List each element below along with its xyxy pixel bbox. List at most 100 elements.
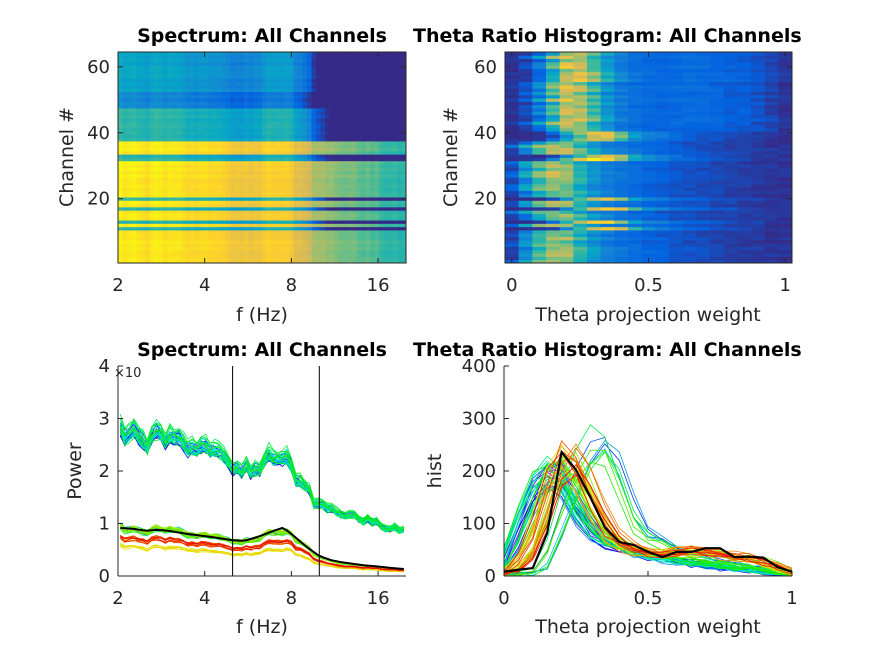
spectrum-heatmap-cell — [316, 226, 321, 231]
spectrum-heatmap-cell — [262, 256, 267, 261]
spectrum-heatmap-cell — [185, 121, 191, 125]
spectrum-heatmap-cell — [226, 154, 231, 158]
histogram-heatmap-cell — [710, 210, 725, 214]
histogram-heatmap-cell — [751, 239, 766, 244]
histogram-heatmap-cell — [669, 134, 684, 139]
spectrum-heatmap-cell — [257, 164, 263, 168]
spectrum-heatmap-cell — [212, 220, 218, 224]
spectrum-heatmap-cell — [149, 167, 155, 172]
spectrum-heatmap-cell — [298, 183, 303, 188]
spectrum-heatmap-cell — [226, 259, 231, 264]
histogram-heatmap-cell — [669, 239, 684, 244]
spectrum-heatmap-cell — [248, 226, 254, 231]
spectrum-heatmap-cell — [185, 190, 191, 195]
spectrum-heatmap-cell — [248, 190, 254, 195]
spectrum-heatmap-cell — [190, 164, 195, 168]
spectrum-heatmap-cell — [131, 94, 137, 99]
spectrum-heatmap-cell — [311, 167, 317, 172]
spectrum-heatmap-cell — [167, 58, 173, 63]
spectrum-heatmap-cell — [163, 84, 168, 89]
spectrum-heatmap-cell — [212, 121, 218, 125]
spectrum-heatmap-cell — [217, 114, 222, 119]
spectrum-heatmap-cell — [311, 65, 317, 69]
spectrum-heatmap-cell — [149, 65, 155, 69]
spectrum-heatmap-cell — [379, 134, 384, 139]
spectrum-heatmap-cell — [244, 210, 249, 214]
histogram-heatmap-cell — [600, 236, 615, 241]
spectrum-heatmap-cell — [365, 137, 371, 142]
spectrum-heatmap-cell — [271, 223, 276, 228]
spectrum-heatmap-cell — [374, 183, 380, 188]
histogram-heatmap-cell — [614, 180, 629, 185]
spectrum-heatmap-cell — [352, 78, 357, 83]
histogram-heatmap-cell — [641, 150, 656, 155]
histogram-heatmap-cell — [737, 230, 752, 234]
histogram-heatmap-cell — [710, 226, 725, 231]
spectrum-heatmap-cell — [361, 216, 366, 221]
spectrum-heatmap-cell — [158, 91, 164, 96]
spectrum-heatmap-cell — [343, 193, 348, 198]
spectrum-heatmap-cell — [334, 131, 339, 135]
spectrum-heatmap-cell — [158, 230, 164, 234]
histogram-heatmap-cell — [696, 160, 711, 165]
spectrum-heatmap-cell — [230, 170, 236, 175]
spectrum-heatmap-cell — [397, 206, 402, 211]
spectrum-heatmap-cell — [122, 157, 128, 162]
spectrum-heatmap-cell — [203, 84, 209, 89]
histogram-heatmap-cell — [655, 193, 670, 198]
spectrum-heatmap-cell — [397, 141, 402, 145]
spectrum-heatmap-cell — [217, 256, 222, 261]
spectrum-heatmap-cell — [365, 75, 371, 79]
spectrum-heatmap-cell — [203, 144, 209, 149]
spectrum-heatmap-cell — [289, 239, 294, 244]
spectrum-heatmap-cell — [401, 88, 407, 92]
spectrum-heatmap-cell — [334, 81, 339, 86]
spectrum-heatmap-cell — [158, 249, 164, 254]
spectrum-heatmap-cell — [280, 243, 285, 247]
spectrum-heatmap-cell — [172, 52, 177, 56]
spectrum-heatmap-cell — [329, 141, 335, 145]
histogram-heatmap-cell — [614, 187, 629, 191]
histogram-heatmap-cell — [737, 203, 752, 208]
spectrum-heatmap-cell — [235, 200, 240, 205]
histogram-heatmap-cell — [751, 147, 766, 152]
histogram-heatmap-cell — [600, 187, 615, 191]
spectrum-heatmap-cell — [140, 71, 146, 76]
spectrum-heatmap-cell — [230, 213, 236, 218]
histogram-heatmap-cell — [546, 206, 561, 211]
histogram-heatmap-cell — [723, 226, 738, 231]
spectrum-heatmap-cell — [145, 197, 150, 201]
spectrum-heatmap-cell — [154, 233, 159, 238]
histogram-heatmap-cell — [573, 187, 588, 191]
spectrum-heatmap-cell — [149, 236, 155, 241]
spectrum-heatmap-cell — [239, 170, 245, 175]
spectrum-heatmap-cell — [338, 108, 344, 112]
histogram-heatmap-cell — [600, 249, 615, 254]
histogram-heatmap-cell — [723, 147, 738, 152]
spectrum-heatmap-cell — [190, 180, 195, 185]
spectrum-heatmap-cell — [149, 197, 155, 201]
spectrum-heatmap-cell — [356, 58, 362, 63]
histogram-heatmap-cell — [655, 180, 670, 185]
spectrum-heatmap-cell — [167, 55, 173, 59]
spectrum-heatmap-cell — [311, 210, 317, 214]
spectrum-heatmap-cell — [370, 121, 375, 125]
spectrum-heatmap-cell — [302, 101, 308, 106]
spectrum-heatmap-cell — [176, 259, 182, 264]
spectrum-heatmap-cell — [334, 223, 339, 228]
spectrum-heatmap-cell — [181, 91, 186, 96]
spectrum-heatmap-cell — [320, 75, 326, 79]
spectrum-heatmap-cell — [167, 183, 173, 188]
spectrum-heatmap-cell — [244, 243, 249, 247]
spectrum-heatmap-cell — [203, 187, 209, 191]
spectrum-heatmap-cell — [352, 84, 357, 89]
spectrum-heatmap-cell — [136, 141, 141, 145]
spectrum-heatmap-cell — [379, 84, 384, 89]
spectrum-heatmap-cell — [379, 164, 384, 168]
spectrum-heatmap-cell — [293, 210, 299, 214]
spectrum-heatmap-cell — [356, 141, 362, 145]
spectrum-heatmap-cell — [334, 71, 339, 76]
spectrum-heatmap-cell — [149, 206, 155, 211]
spectrum-heatmap-cell — [199, 127, 204, 132]
histogram-heatmap-cell — [559, 150, 574, 155]
